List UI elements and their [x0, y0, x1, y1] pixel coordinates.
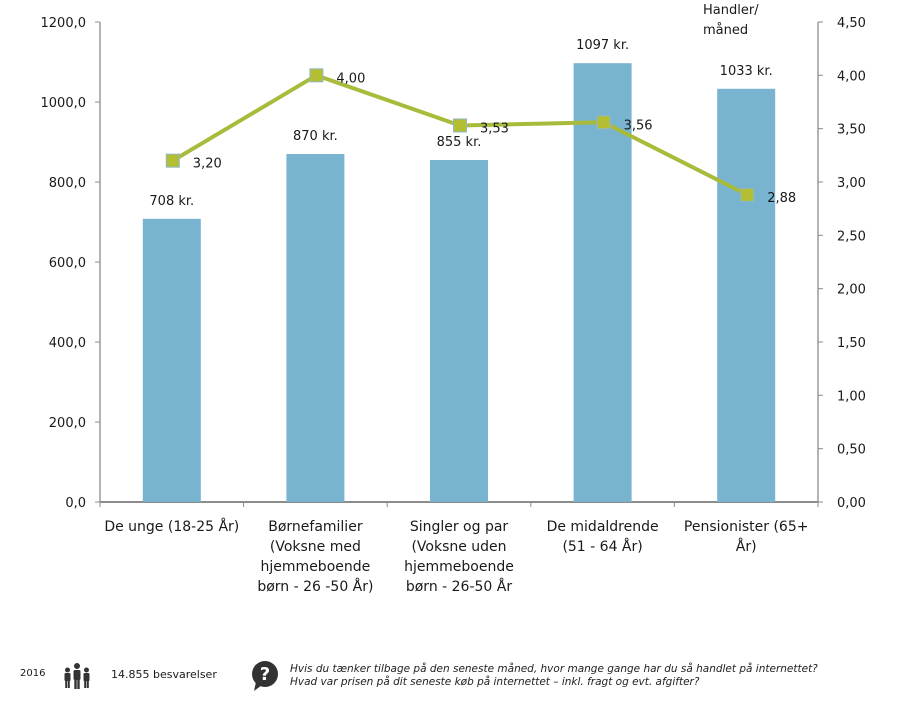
line-value-label: 3,53	[480, 121, 509, 136]
line-marker	[453, 118, 467, 133]
line-value-label: 3,56	[624, 118, 653, 133]
category-label: hjemmeboende	[404, 559, 514, 575]
line-marker	[596, 115, 611, 130]
question-2: Hvad var prisen på dit seneste køb på in…	[290, 676, 700, 688]
bar	[573, 63, 632, 502]
left-axis-tick-label: 200,0	[49, 416, 86, 431]
right-axis-tick-label: 1,50	[837, 336, 866, 351]
right-axis-title-line2: måned	[703, 23, 748, 38]
line-marker	[740, 187, 755, 202]
svg-text:?: ?	[260, 664, 270, 685]
line-value-label: 3,20	[193, 157, 222, 172]
category-label: (Voksne med	[270, 539, 361, 555]
right-axis-tick-label: 0,50	[837, 443, 866, 458]
category-label: børn - 26-50 År	[406, 578, 512, 595]
bar	[717, 88, 776, 503]
bar-value-label: 1033 kr.	[720, 64, 773, 79]
line-value-label: 2,88	[767, 191, 796, 206]
right-axis-tick-label: 0,00	[837, 496, 866, 511]
right-axis-tick-label: 2,00	[837, 283, 866, 298]
right-axis-tick-label: 2,50	[837, 229, 866, 244]
left-axis-tick-label: 0,0	[65, 496, 86, 511]
bar-value-label: 855 kr.	[437, 135, 482, 150]
line-marker	[165, 153, 180, 168]
category-label: Singler og par	[410, 519, 509, 535]
category-label: (Voksne uden	[411, 539, 506, 555]
right-axis-tick-label: 3,00	[837, 176, 866, 191]
category-label: hjemmeboende	[261, 559, 371, 575]
bar-value-label: 870 kr.	[293, 129, 338, 144]
right-axis-title-line1: Handler/	[703, 3, 759, 18]
right-axis-tick-label: 4,00	[837, 69, 866, 84]
line-value-label: 4,00	[336, 71, 365, 86]
bar	[286, 154, 345, 502]
survey-year: 2016	[20, 668, 46, 679]
survey-questions: Hvis du tænker tilbage på den seneste må…	[290, 663, 818, 689]
category-label: De midaldrende	[547, 519, 659, 535]
bar	[430, 160, 488, 502]
right-axis-tick-label: 1,00	[837, 389, 866, 404]
right-axis-tick-label: 4,50	[837, 16, 866, 31]
question-1: Hvis du tænker tilbage på den seneste må…	[290, 663, 818, 675]
category-label: År)	[736, 538, 757, 555]
line-series	[165, 68, 755, 202]
left-axis-tick-label: 1000,0	[41, 96, 87, 111]
category-label: De unge (18-25 År)	[104, 518, 239, 535]
left-axis-tick-label: 800,0	[49, 176, 86, 191]
bar-value-label: 1097 kr.	[576, 38, 629, 53]
axes: 0,0 200,0 400,0 600,0 800,0 1000,0 1200,0 0,00 0…	[41, 16, 866, 595]
left-axis-tick-label: 400,0	[49, 336, 86, 351]
line-marker	[309, 68, 324, 83]
responses-count: 14.855 besvarelser	[111, 668, 217, 681]
left-axis-tick-label: 600,0	[49, 256, 86, 271]
people-icon	[64, 663, 90, 689]
category-label: Børnefamilier	[268, 519, 363, 535]
bar	[142, 218, 201, 503]
left-axis-tick-label: 1200,0	[41, 16, 87, 31]
bar-value-label: 708 kr.	[149, 194, 194, 209]
footer: 2016 14.855 besvarelser ? Hvis du tænker…	[0, 660, 908, 700]
bars	[142, 63, 776, 503]
category-label: Pensionister (65+	[684, 519, 809, 535]
combo-chart: 0,0 200,0 400,0 600,0 800,0 1000,0 1200,0 0,00 0…	[41, 3, 866, 595]
category-label: børn - 26 -50 År)	[257, 578, 373, 595]
labels: 708 kr. 870 kr. 855 kr. 1097 kr. 1033 kr. 3,2…	[149, 38, 796, 209]
question-bubble-icon: ?	[252, 661, 278, 691]
category-label: (51 - 64 År)	[562, 538, 642, 555]
right-axis-tick-label: 3,50	[837, 123, 866, 138]
